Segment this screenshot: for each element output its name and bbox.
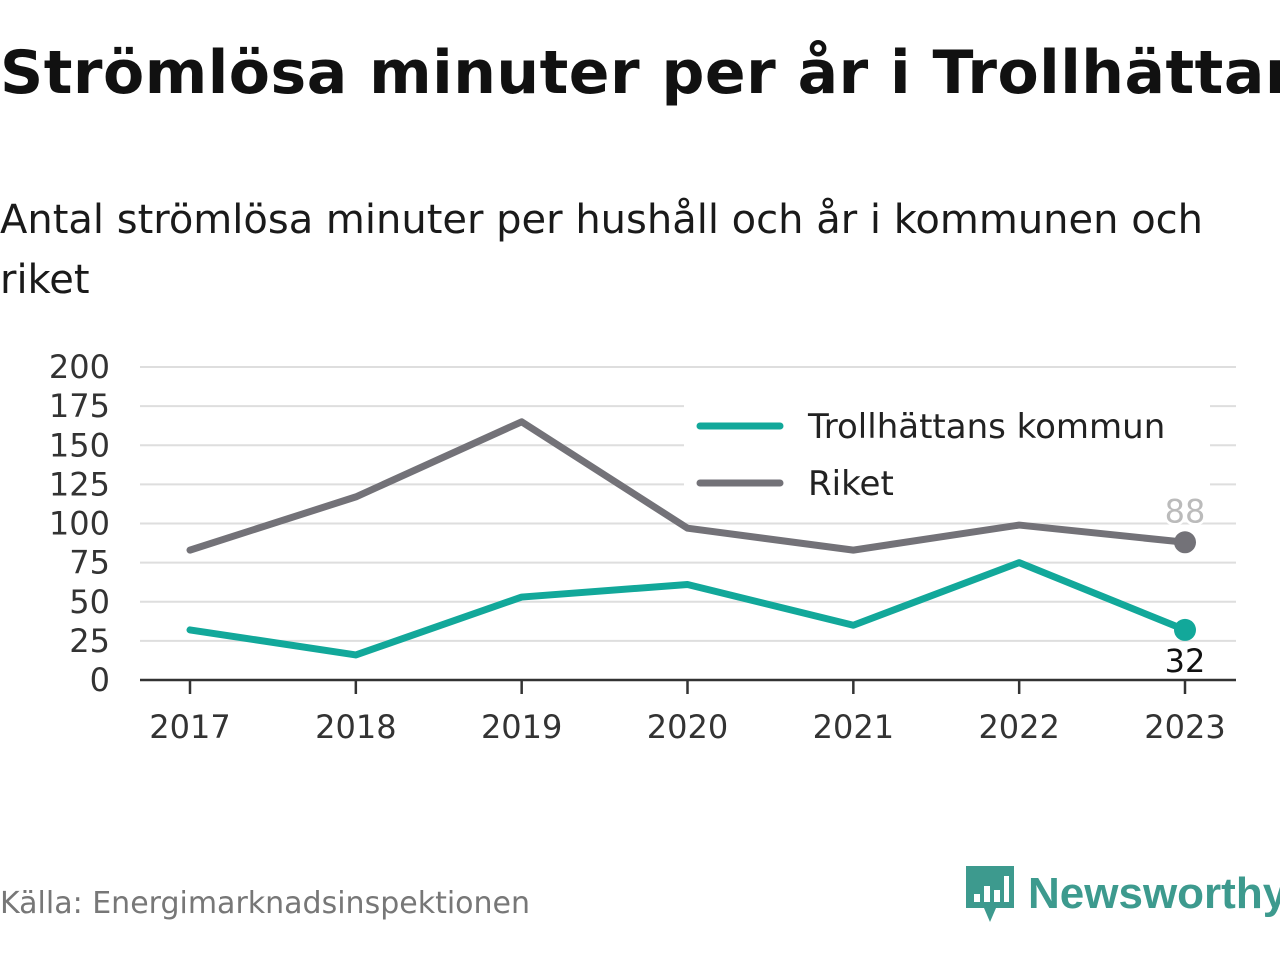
y-tick-label: 125 bbox=[49, 465, 110, 503]
x-tick-label: 2021 bbox=[813, 708, 894, 746]
series-line-riket bbox=[186, 418, 1189, 554]
newsworthy-logo: Newsworthy bbox=[964, 864, 1280, 924]
end-label-riket: 88 bbox=[1165, 492, 1206, 530]
y-tick-label: 25 bbox=[69, 622, 110, 660]
end-label-kommun: 32 bbox=[1165, 642, 1206, 680]
x-tick-label: 2019 bbox=[481, 708, 562, 746]
y-tick-label: 100 bbox=[49, 505, 110, 543]
x-axis-ticks bbox=[188, 680, 1187, 694]
x-tick-label: 2018 bbox=[315, 708, 396, 746]
x-tick-label: 2022 bbox=[978, 708, 1059, 746]
end-point-kommun bbox=[1174, 618, 1196, 641]
chart-subtitle: Antal strömlösa minuter per hushåll och … bbox=[0, 197, 1204, 303]
x-tick-label: 2020 bbox=[647, 708, 728, 746]
x-tick-label: 2017 bbox=[149, 708, 230, 746]
y-tick-label: 200 bbox=[49, 348, 110, 386]
legend-background bbox=[684, 402, 1210, 512]
y-tick-label: 175 bbox=[49, 387, 110, 425]
y-tick-label: 0 bbox=[90, 661, 110, 699]
chart-title: Strömlösa minuter per år i Trollhättan bbox=[0, 38, 1280, 108]
brand-name: Newsworthy bbox=[1028, 869, 1280, 918]
y-tick-label: 50 bbox=[69, 583, 110, 621]
x-tick-label: 2023 bbox=[1144, 708, 1225, 746]
source-note: Källa: Energimarknadsinspektionen bbox=[0, 886, 531, 921]
legend: Trollhättans kommun Riket bbox=[684, 402, 1210, 512]
end-point-riket bbox=[1174, 531, 1196, 554]
y-tick-label: 150 bbox=[49, 426, 110, 464]
newsworthy-logo-icon bbox=[966, 866, 1014, 922]
series-line-kommun bbox=[186, 559, 1189, 659]
legend-label-kommun: Trollhättans kommun bbox=[807, 407, 1165, 447]
y-tick-label: 75 bbox=[69, 544, 110, 582]
legend-label-riket: Riket bbox=[808, 464, 894, 504]
x-axis-tick-labels: 2017 2018 2019 2020 2021 2022 2023 bbox=[149, 708, 1225, 746]
series-lines: 88 32 bbox=[186, 418, 1208, 682]
